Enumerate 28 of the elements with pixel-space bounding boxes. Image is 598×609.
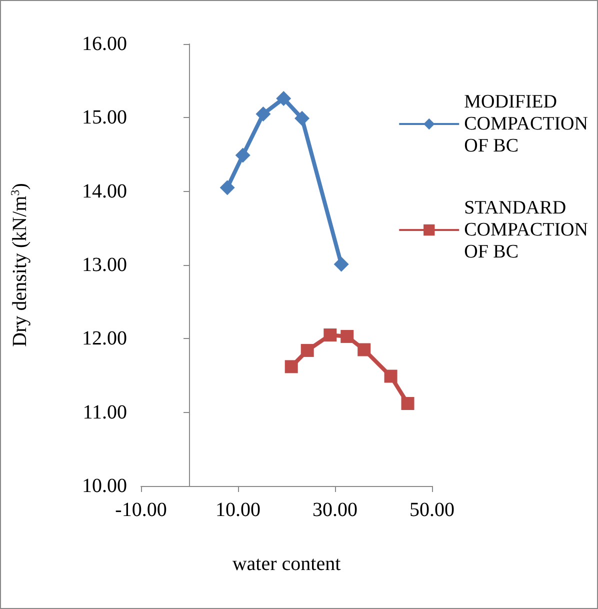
- point: [324, 328, 337, 342]
- point: [294, 110, 310, 126]
- x-axis-title: water content: [232, 553, 342, 575]
- point: [384, 370, 398, 383]
- y-tick-label: 11.00: [82, 401, 127, 424]
- point: [358, 343, 371, 356]
- y-tick-label: 10.00: [82, 475, 127, 497]
- point: [256, 106, 271, 122]
- x-tick-label: 10.00: [216, 499, 260, 521]
- y-tick-label: 12.00: [82, 328, 127, 350]
- point: [220, 180, 235, 196]
- x-tick-label: 50.00: [410, 499, 454, 521]
- point: [401, 396, 414, 410]
- point: [300, 344, 314, 357]
- x-tick-label: 30.00: [312, 499, 358, 521]
- point: [340, 330, 354, 343]
- y-tick-label: 14.00: [82, 180, 127, 202]
- y-tick-label: 15.00: [82, 106, 127, 129]
- y-tick-label: 13.00: [82, 254, 127, 276]
- point: [284, 360, 298, 374]
- point: [235, 148, 250, 163]
- y-axis-title: Dry density (kN/m3): [8, 183, 31, 347]
- x-tick-label: -10.00: [115, 499, 167, 521]
- y-tick-label: 16.00: [82, 33, 127, 55]
- legend-label: MODIFIED COMPACTION OF BC: [464, 92, 588, 156]
- point: [276, 91, 292, 106]
- legend-label: STANDARD COMPACTION OF BC: [464, 198, 588, 262]
- point: [334, 256, 349, 272]
